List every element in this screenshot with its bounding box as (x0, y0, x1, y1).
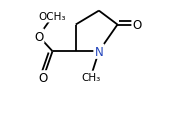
Text: O: O (39, 72, 48, 85)
Text: O: O (133, 19, 142, 32)
Text: O: O (34, 30, 43, 43)
Text: N: N (95, 45, 103, 58)
Text: CH₃: CH₃ (81, 72, 100, 82)
Text: OCH₃: OCH₃ (39, 12, 66, 22)
